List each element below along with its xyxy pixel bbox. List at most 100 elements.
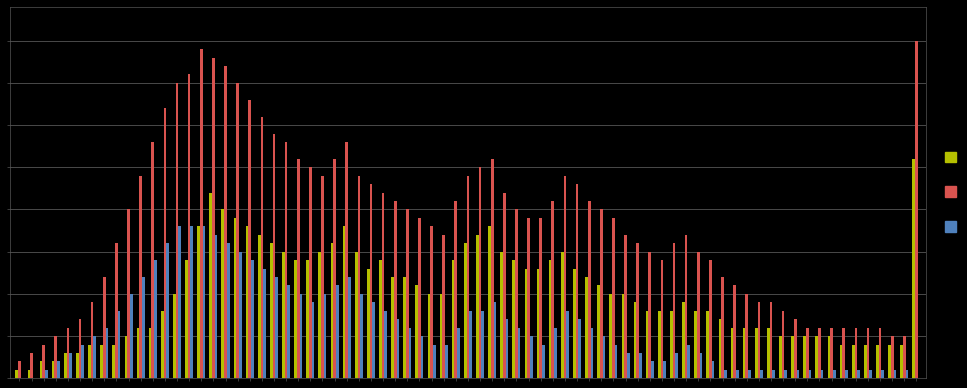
Bar <box>430 226 433 378</box>
Bar <box>427 294 430 378</box>
Bar <box>476 235 479 378</box>
Bar <box>791 336 794 378</box>
Bar <box>467 176 469 378</box>
Bar <box>409 327 411 378</box>
Bar <box>585 277 588 378</box>
Bar <box>251 260 253 378</box>
Bar <box>161 311 163 378</box>
Bar <box>646 311 649 378</box>
Bar <box>712 361 715 378</box>
Bar <box>416 286 418 378</box>
Bar <box>287 286 290 378</box>
Bar <box>913 159 915 378</box>
Bar <box>197 226 200 378</box>
Bar <box>396 319 399 378</box>
Bar <box>731 327 733 378</box>
Bar <box>142 277 145 378</box>
Bar <box>588 201 591 378</box>
Bar <box>445 345 448 378</box>
Bar <box>433 345 435 378</box>
Bar <box>554 327 557 378</box>
Bar <box>45 370 47 378</box>
Bar <box>852 345 855 378</box>
Bar <box>136 327 139 378</box>
Bar <box>660 260 663 378</box>
Bar <box>276 277 278 378</box>
Bar <box>421 336 424 378</box>
Bar <box>733 286 736 378</box>
Bar <box>575 184 578 378</box>
Bar <box>815 336 818 378</box>
Bar <box>382 192 385 378</box>
Bar <box>658 311 660 378</box>
Bar <box>915 41 918 378</box>
Bar <box>748 370 750 378</box>
Bar <box>513 260 515 378</box>
Legend: , , : , , <box>942 148 962 237</box>
Bar <box>903 336 906 378</box>
Bar <box>743 327 746 378</box>
Bar <box>845 370 848 378</box>
Bar <box>636 243 639 378</box>
Bar <box>906 370 908 378</box>
Bar <box>418 218 421 378</box>
Bar <box>103 277 105 378</box>
Bar <box>366 268 369 378</box>
Bar <box>891 336 894 378</box>
Bar <box>125 336 128 378</box>
Bar <box>818 327 821 378</box>
Bar <box>270 243 273 378</box>
Bar <box>598 286 600 378</box>
Bar <box>567 311 569 378</box>
Bar <box>755 327 757 378</box>
Bar <box>452 260 454 378</box>
Bar <box>188 74 190 378</box>
Bar <box>67 327 70 378</box>
Bar <box>770 302 773 378</box>
Bar <box>128 210 130 378</box>
Bar <box>101 345 103 378</box>
Bar <box>806 327 808 378</box>
Bar <box>699 353 702 378</box>
Bar <box>639 353 642 378</box>
Bar <box>479 167 482 378</box>
Bar <box>311 302 314 378</box>
Bar <box>336 286 338 378</box>
Bar <box>190 226 193 378</box>
Bar <box>527 218 530 378</box>
Bar <box>284 142 287 378</box>
Bar <box>591 327 593 378</box>
Bar <box>130 294 132 378</box>
Bar <box>307 260 309 378</box>
Bar <box>663 361 666 378</box>
Bar <box>236 83 239 378</box>
Bar <box>882 370 884 378</box>
Bar <box>94 336 96 378</box>
Bar <box>506 319 509 378</box>
Bar <box>564 176 567 378</box>
Bar <box>537 268 540 378</box>
Bar <box>139 176 142 378</box>
Bar <box>76 353 78 378</box>
Bar <box>166 243 169 378</box>
Bar <box>18 361 20 378</box>
Bar <box>154 260 157 378</box>
Bar <box>469 311 472 378</box>
Bar <box>688 345 690 378</box>
Bar <box>602 336 605 378</box>
Bar <box>403 277 406 378</box>
Bar <box>736 370 739 378</box>
Bar <box>615 345 617 378</box>
Bar <box>392 277 394 378</box>
Bar <box>178 226 181 378</box>
Bar <box>210 192 212 378</box>
Bar <box>707 311 709 378</box>
Bar <box>633 302 636 378</box>
Bar <box>221 210 224 378</box>
Bar <box>670 311 673 378</box>
Bar <box>842 327 845 378</box>
Bar <box>797 370 800 378</box>
Bar <box>112 345 115 378</box>
Bar <box>91 302 94 378</box>
Bar <box>239 252 242 378</box>
